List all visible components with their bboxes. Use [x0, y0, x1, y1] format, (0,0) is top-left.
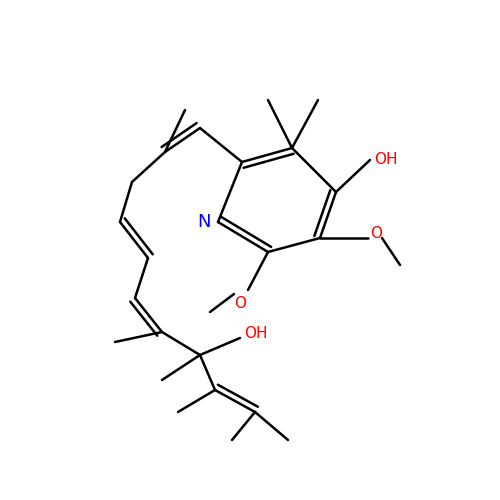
Text: OH: OH [244, 326, 268, 342]
Text: N: N [197, 213, 211, 231]
Text: OH: OH [374, 152, 398, 168]
Text: O: O [370, 226, 382, 240]
Text: O: O [234, 296, 246, 311]
